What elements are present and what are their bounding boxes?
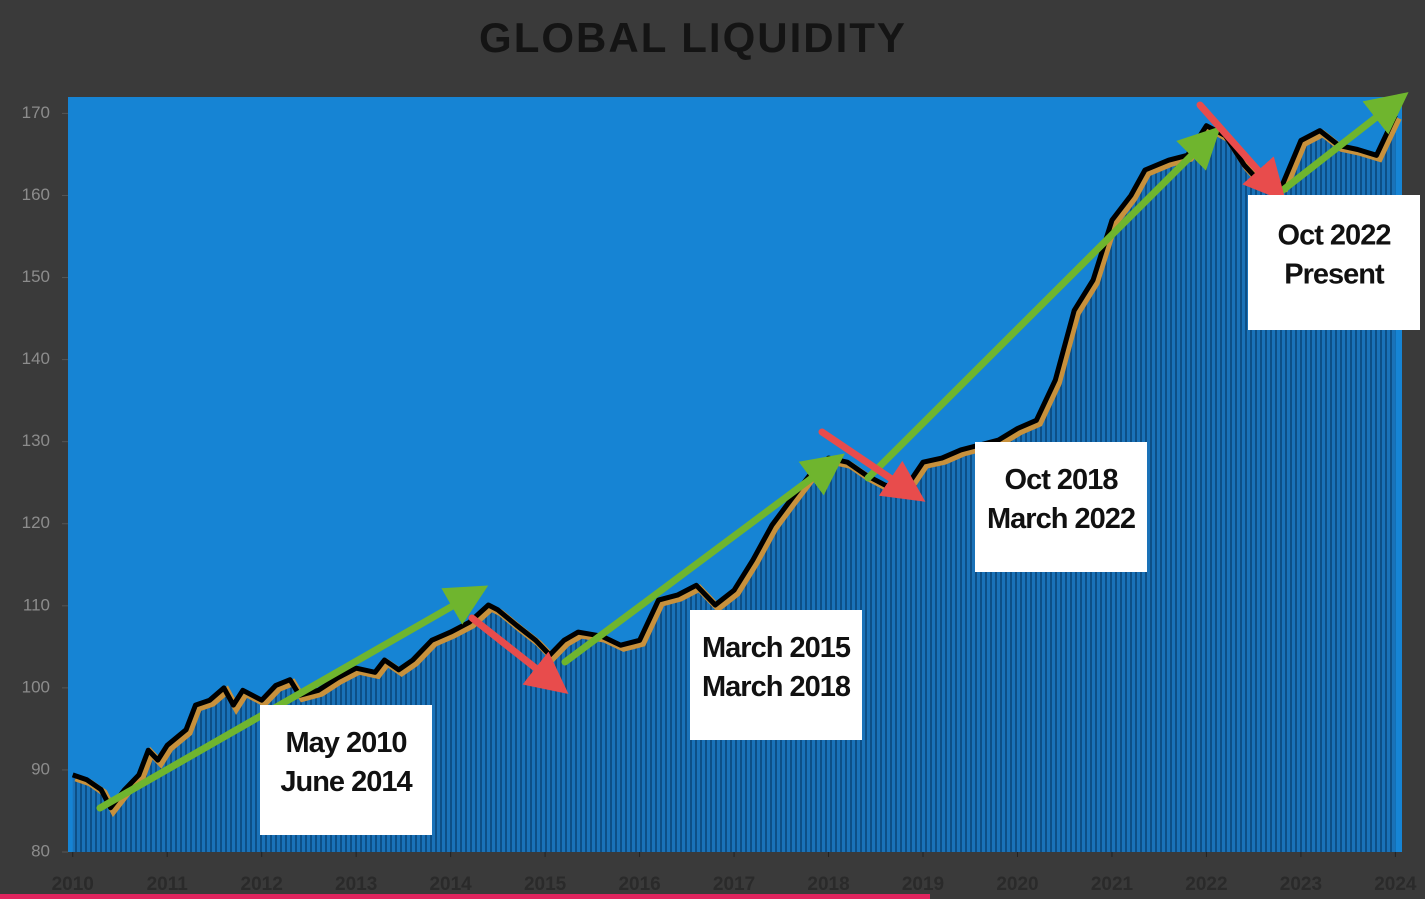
progress-bar [0, 894, 930, 899]
y-tick-label: 90 [31, 759, 50, 778]
x-tick-label: 2016 [618, 874, 660, 895]
line-shadow [74, 116, 1402, 818]
annotation-text: Oct 2018 [1005, 464, 1119, 496]
x-tick-label: 2020 [996, 874, 1038, 895]
x-tick-label: 2017 [713, 874, 755, 895]
y-tick-label: 120 [22, 513, 50, 532]
arrow [1196, 101, 1286, 202]
trend-arrows [96, 92, 1409, 812]
y-tick-label: 100 [22, 677, 50, 696]
y-tick-label: 110 [23, 595, 50, 614]
x-tick-label: 2023 [1280, 874, 1322, 895]
annotation-text: Present [1284, 259, 1385, 291]
annotation-box [260, 705, 432, 835]
x-tick-label: 2011 [147, 874, 189, 895]
arrow [818, 428, 926, 502]
y-tick-label: 170 [22, 103, 50, 122]
x-tick-label: 2019 [902, 874, 944, 895]
x-tick-label: 2014 [429, 874, 472, 895]
x-tick-label: 2010 [52, 874, 94, 895]
x-tick-label: 2021 [1091, 874, 1134, 895]
x-tick-label: 2015 [524, 874, 567, 895]
annotation-text: March 2018 [702, 671, 851, 703]
annotation-text: May 2010 [286, 727, 407, 759]
x-tick-label: 2018 [807, 874, 849, 895]
x-tick-label: 2022 [1185, 874, 1227, 895]
arrow [96, 585, 489, 812]
y-tick-label: 140 [22, 349, 50, 368]
annotation-box [1248, 195, 1420, 330]
chart-title: GLOBAL LIQUIDITY [479, 14, 907, 61]
arrow [1279, 92, 1409, 194]
arrow [468, 614, 569, 694]
y-tick-label: 160 [22, 185, 50, 204]
x-tick-label: 2013 [335, 874, 377, 895]
annotation-text: June 2014 [280, 766, 412, 798]
line [71, 114, 1398, 811]
y-tick-label: 80 [31, 841, 50, 860]
annotation-box [975, 442, 1147, 572]
x-tick-label: 2012 [241, 874, 283, 895]
y-tick-label: 150 [22, 267, 50, 286]
arrow [864, 126, 1221, 482]
arrow [561, 453, 845, 666]
annotation-box [690, 610, 862, 740]
y-tick-label: 130 [22, 431, 50, 450]
annotation-text: Oct 2022 [1278, 220, 1391, 252]
annotation-text: March 2022 [987, 503, 1135, 535]
x-tick-label: 2024 [1374, 874, 1417, 895]
annotation-text: March 2015 [702, 632, 851, 664]
